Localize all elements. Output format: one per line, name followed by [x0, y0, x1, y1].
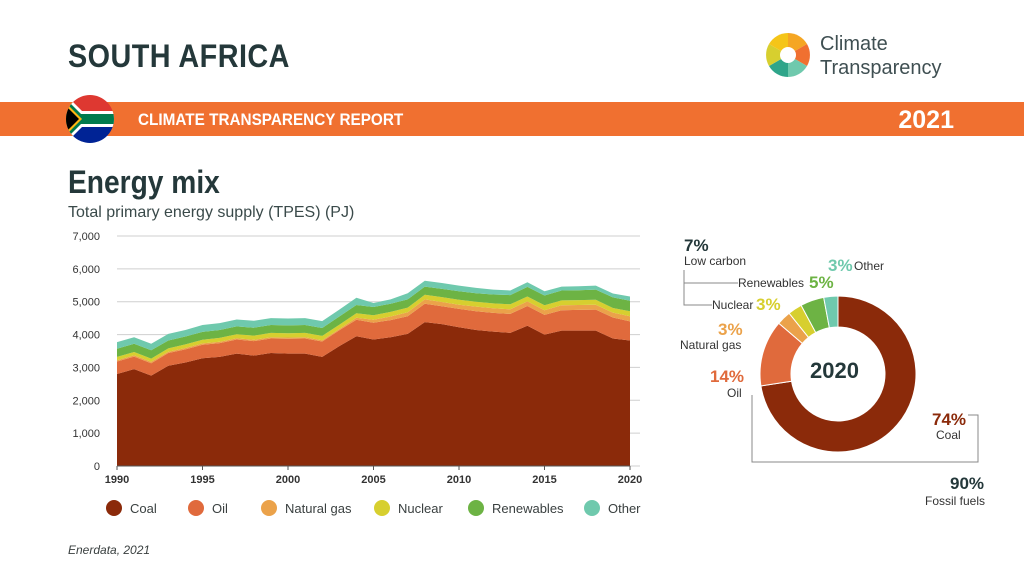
- y-tick-label: 1,000: [72, 428, 100, 440]
- area-series-natural-gas: [117, 299, 630, 364]
- donut-slice-other: [823, 295, 839, 329]
- legend-swatch-natural-gas: [261, 500, 277, 516]
- legend-item-nuclear: Nuclear: [374, 500, 443, 516]
- x-tick-label: 2000: [276, 474, 300, 486]
- oil-pct: 14%: [710, 367, 745, 386]
- x-tick-label: 1995: [190, 474, 214, 486]
- coal-label: Coal: [936, 428, 961, 442]
- report-year: 2021: [898, 106, 954, 134]
- country-title: SOUTH AFRICA: [68, 38, 290, 74]
- x-tick-label: 2010: [447, 474, 471, 486]
- area-series-renewables: [117, 286, 630, 359]
- chart-legend: Coal Oil Natural gas Nuclear Renewables …: [106, 500, 666, 520]
- donut-center-year: 2020: [810, 358, 859, 383]
- y-tick-label: 0: [94, 461, 100, 473]
- legend-label-nuclear: Nuclear: [398, 500, 443, 516]
- area-series-oil: [117, 303, 630, 376]
- legend-item-natural-gas: Natural gas: [261, 500, 351, 516]
- report-band: CLIMATE TRANSPARENCY REPORT 2021: [0, 102, 1024, 136]
- renewables-label: Renewables: [738, 276, 805, 290]
- fossil-fuels-label: Fossil fuels: [925, 494, 986, 508]
- donut-slice-coal: [760, 295, 917, 453]
- legend-swatch-oil: [188, 500, 204, 516]
- legend-item-oil: Oil: [188, 500, 228, 516]
- low-carbon-pct: 7%: [684, 236, 709, 255]
- x-tick-label: 2015: [532, 474, 556, 486]
- report-label: CLIMATE TRANSPARENCY REPORT: [138, 110, 404, 129]
- logo-text-line2: Transparency: [820, 57, 942, 79]
- area-series-coal: [117, 322, 630, 466]
- y-tick-label: 7,000: [72, 231, 100, 243]
- area-series-other: [117, 280, 630, 351]
- other-pct: 3%: [828, 256, 853, 275]
- coal-pct: 74%: [932, 410, 967, 429]
- nuclear-pct: 3%: [756, 295, 781, 314]
- logo-flower-icon: [766, 33, 810, 77]
- renewables-pct: 5%: [809, 273, 834, 292]
- y-tick-label: 3,000: [72, 362, 100, 374]
- y-tick-label: 6,000: [72, 264, 100, 276]
- donut-leader-lines: [683, 270, 979, 463]
- climate-transparency-logo: Climate Transparency: [762, 26, 962, 84]
- legend-label-coal: Coal: [130, 500, 157, 516]
- chart-title: Total primary energy supply (TPES) (PJ): [68, 204, 355, 221]
- legend-label-oil: Oil: [212, 500, 228, 516]
- other-label: Other: [854, 259, 885, 273]
- legend-label-renewables: Renewables: [492, 500, 564, 516]
- legend-swatch-coal: [106, 500, 122, 516]
- natural-gas-label: Natural gas: [680, 338, 742, 352]
- legend-label-natural-gas: Natural gas: [285, 500, 352, 516]
- logo-text-line1: Climate: [820, 33, 888, 55]
- natural-gas-pct: 3%: [718, 320, 743, 339]
- low-carbon-label: Low carbon: [684, 254, 747, 268]
- y-tick-label: 4,000: [72, 330, 100, 342]
- legend-item-coal: Coal: [106, 500, 157, 516]
- legend-swatch-nuclear: [374, 500, 390, 516]
- legend-item-renewables: Renewables: [468, 500, 564, 516]
- legend-item-other: Other: [584, 500, 641, 516]
- nuclear-label: Nuclear: [712, 298, 754, 312]
- y-tick-label: 5,000: [72, 297, 100, 309]
- oil-label: Oil: [727, 386, 742, 400]
- legend-label-other: Other: [608, 500, 641, 516]
- section-title: Energy mix: [68, 164, 220, 200]
- fossil-fuels-pct: 90%: [950, 474, 985, 493]
- source-note: Enerdata, 2021: [68, 543, 151, 557]
- x-tick-label: 2005: [361, 474, 385, 486]
- x-tick-label: 1990: [105, 474, 129, 486]
- legend-swatch-renewables: [468, 500, 484, 516]
- legend-swatch-other: [584, 500, 600, 516]
- x-tick-label: 2020: [618, 474, 642, 486]
- y-tick-label: 2,000: [72, 395, 100, 407]
- area-series-nuclear: [117, 294, 630, 362]
